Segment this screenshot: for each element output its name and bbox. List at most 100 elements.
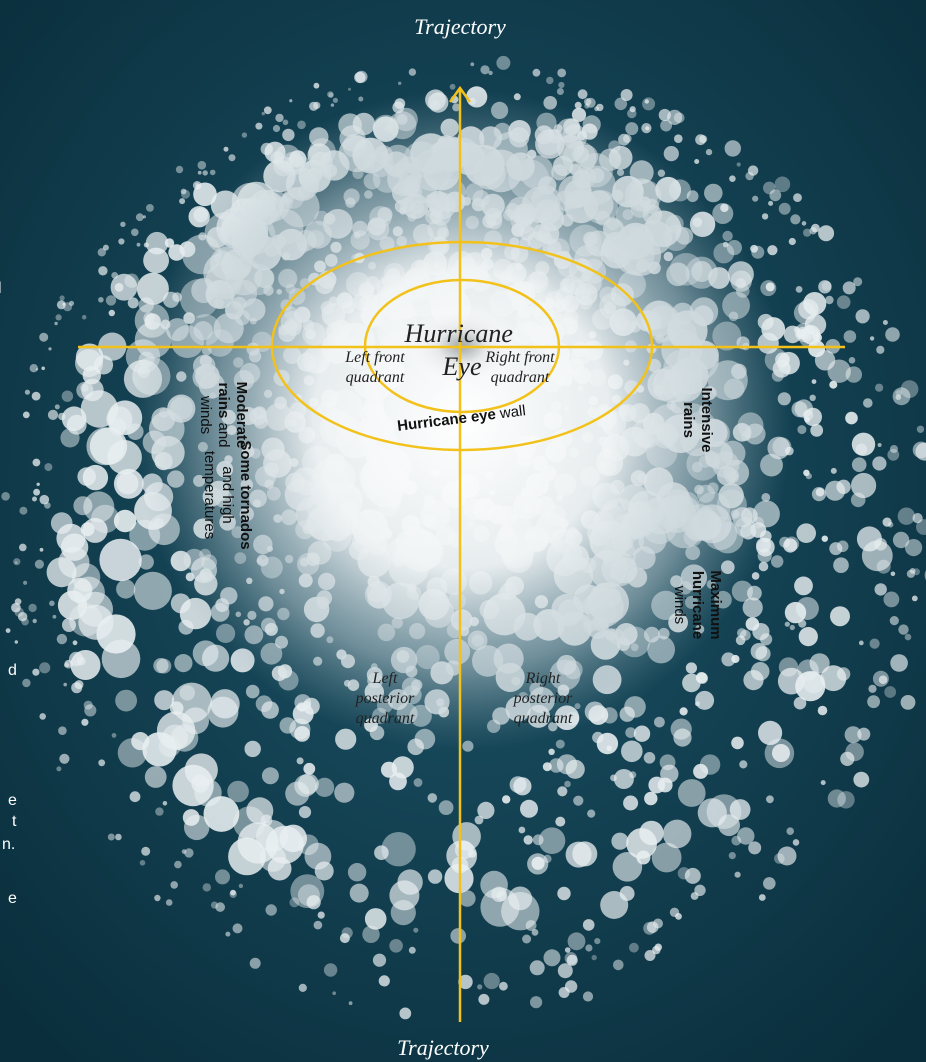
cloud-puff <box>810 424 824 437</box>
cloud-puff <box>499 981 508 991</box>
cloud-puff <box>66 414 87 435</box>
cropped-text: e <box>8 792 17 809</box>
cloud-puff <box>556 88 564 95</box>
cloud-puff <box>825 295 834 305</box>
cloud-puff <box>73 496 93 516</box>
cloud-puff <box>171 682 212 723</box>
cloud-puff <box>32 668 40 676</box>
cloud-puff <box>883 591 900 608</box>
cloud-puff <box>474 815 484 825</box>
cloud-puff <box>364 908 387 930</box>
cloud-puff <box>131 732 150 751</box>
cloud-puff <box>836 295 851 310</box>
cloud-puff <box>261 701 279 719</box>
cloud-puff <box>80 522 95 537</box>
cloud-puff <box>154 690 175 711</box>
cloud-puff <box>739 760 748 769</box>
cloud-puff <box>28 603 37 613</box>
cloud-puff <box>111 272 119 279</box>
cloud-puff <box>241 132 248 138</box>
cloud-puff <box>915 442 926 461</box>
cloud-puff <box>564 780 571 788</box>
cloud-puff <box>693 763 709 779</box>
cloud-puff <box>78 604 114 640</box>
cloud-puff <box>408 946 416 954</box>
cloud-puff <box>138 554 154 570</box>
cloud-puff <box>33 488 40 496</box>
effect-line: rains <box>215 382 232 418</box>
cloud-puff <box>110 273 138 301</box>
cloud-puff <box>763 877 776 890</box>
cloud-puff <box>174 654 193 673</box>
cloud-puff <box>851 472 877 499</box>
cloud-puff <box>803 228 812 237</box>
cloud-puff <box>80 383 89 392</box>
cloud-puff <box>851 457 867 473</box>
trajectory-label: Trajectory <box>397 1035 489 1060</box>
cloud-puff <box>587 809 596 818</box>
cloud-puff <box>897 507 916 525</box>
cloud-puff <box>332 991 337 995</box>
cloud-puff <box>19 506 28 515</box>
cloud-puff <box>142 732 177 767</box>
cloud-puff <box>315 777 335 798</box>
cloud-puff <box>155 807 164 816</box>
cloud-puff <box>795 286 803 293</box>
cloud-puff <box>890 654 908 672</box>
cloud-puff <box>341 927 353 939</box>
cloud-puff <box>623 795 639 811</box>
cloud-puff <box>272 124 281 133</box>
cloud-puff <box>890 571 896 577</box>
cloud-puff <box>203 796 240 832</box>
cloud-puff <box>184 848 194 858</box>
quadrant-line: Left <box>372 670 398 687</box>
cloud-puff <box>459 890 476 907</box>
cloud-puff <box>585 944 593 952</box>
cloud-puff <box>811 487 827 502</box>
effect-label: Intensiverains <box>680 387 715 452</box>
cloud-puff <box>14 607 24 617</box>
cloud-puff <box>750 244 758 253</box>
cloud-puff <box>81 314 87 320</box>
cloud-puff <box>58 412 66 421</box>
cloud-puff <box>496 55 511 70</box>
cloud-puff <box>737 827 755 845</box>
cloud-puff <box>19 543 27 552</box>
cloud-puff <box>54 321 58 326</box>
cloud-puff <box>750 662 770 681</box>
cloud-puff <box>313 82 320 89</box>
cloud-puff <box>260 814 273 827</box>
cloud-puff <box>790 214 801 225</box>
cloud-puff <box>427 793 438 803</box>
cloud-puff <box>905 539 923 557</box>
cloud-puff <box>771 555 784 568</box>
cloud-puff <box>820 780 826 786</box>
cloud-puff <box>244 740 261 758</box>
trajectory-label: Trajectory <box>414 14 506 39</box>
cloud-puff <box>18 612 28 622</box>
cloud-puff <box>788 237 796 246</box>
cloud-puff <box>809 394 816 401</box>
cloud-puff <box>890 445 898 453</box>
cloud-puff <box>14 561 18 564</box>
cloud-puff <box>644 99 649 104</box>
cloud-puff <box>695 701 700 707</box>
cloud-puff <box>758 720 783 746</box>
eye-wall-ring <box>270 240 654 452</box>
cloud-puff <box>228 154 236 162</box>
cloud-puff <box>538 827 566 854</box>
cloud-puff <box>555 816 566 827</box>
cloud-puff <box>107 833 115 841</box>
cloud-puff <box>610 774 617 782</box>
cloud-puff <box>296 757 304 765</box>
cloud-puff <box>11 602 21 613</box>
cloud-puff <box>566 954 578 966</box>
cloud-puff <box>298 806 312 819</box>
cloud-puff <box>872 456 887 471</box>
cloud-puff <box>523 835 533 845</box>
cloud-puff <box>912 513 923 524</box>
cloud-puff <box>518 826 526 834</box>
eye-wall-regular: wall <box>498 402 527 422</box>
effect-line: rains <box>680 402 697 438</box>
